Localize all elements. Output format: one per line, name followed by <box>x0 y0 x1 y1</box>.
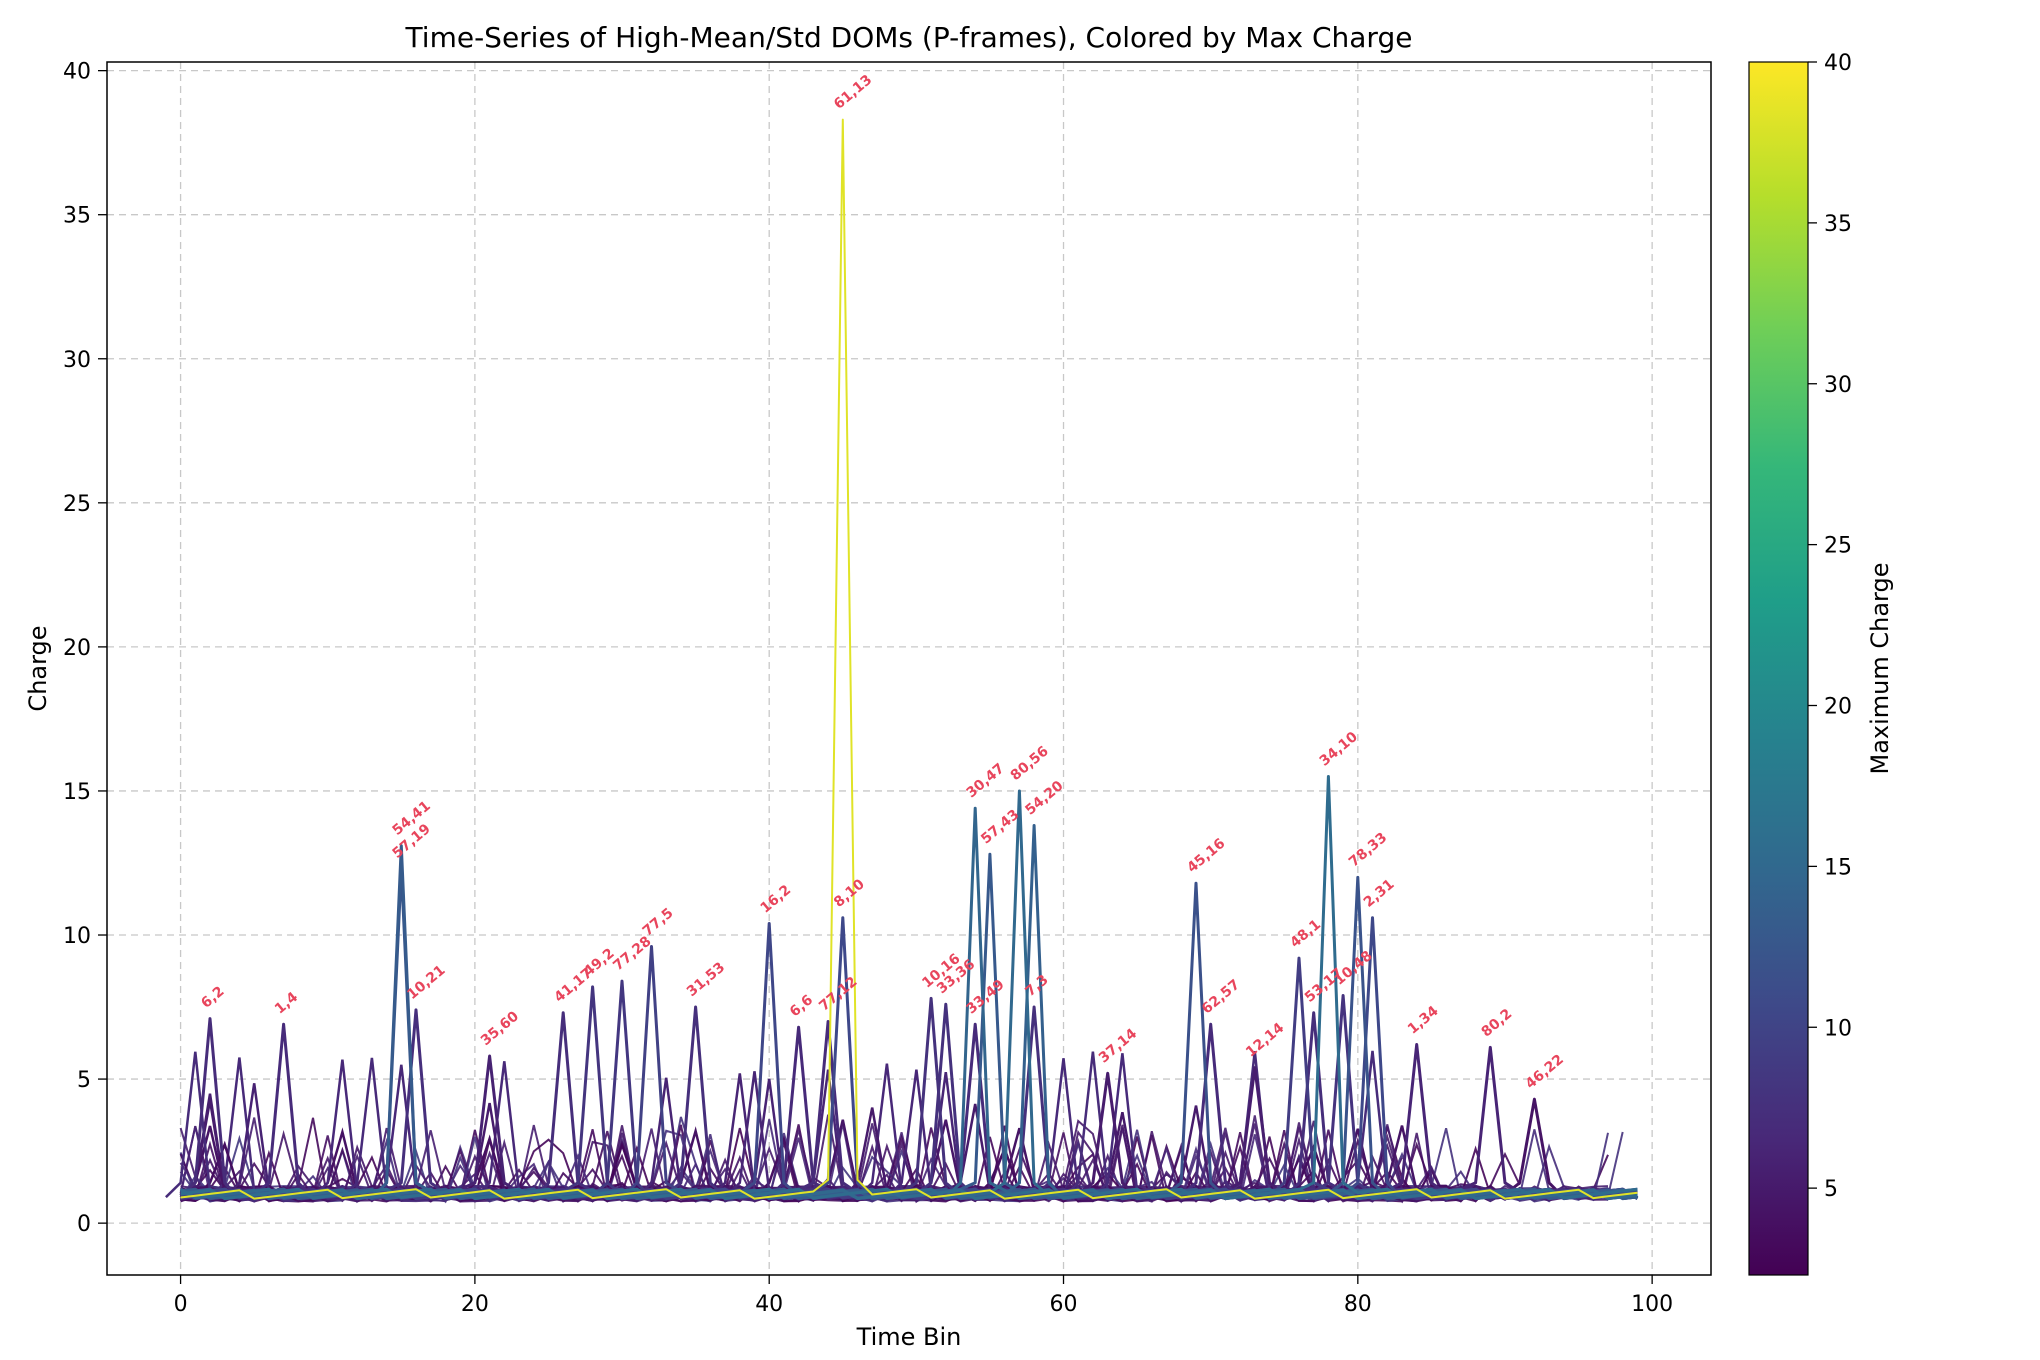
peak-annotation: 1,34 <box>1405 1003 1442 1038</box>
series-line <box>180 844 1638 1201</box>
plot-frame <box>106 61 1712 1276</box>
y-tick-label: 35 <box>63 204 91 229</box>
peak-annotation: 37,14 <box>1096 1025 1140 1066</box>
peak-annotation: 31,53 <box>684 959 728 1000</box>
colorbar-label: Maximum Charge <box>1866 562 1894 774</box>
colorbar-tick-label: 30 <box>1824 373 1852 398</box>
y-tick-label: 10 <box>63 924 91 949</box>
peak-annotation: 77,28 <box>610 933 654 974</box>
peak-annotation: 6,6 <box>787 992 816 1020</box>
colorbar-tick-label: 15 <box>1824 855 1852 880</box>
colorbar-tick-label: 5 <box>1824 1177 1838 1202</box>
peak-annotation: 78,33 <box>1346 830 1390 871</box>
peak-annotation: 48,1 <box>1287 917 1324 951</box>
peak-annotation: 34,10 <box>1317 729 1361 770</box>
y-tick-label: 5 <box>77 1068 91 1093</box>
peak-annotation: 2,31 <box>1361 876 1398 910</box>
y-tick-label: 40 <box>63 60 91 85</box>
peak-annotation: 35,60 <box>478 1008 522 1049</box>
peak-annotation: 80,56 <box>1008 743 1052 784</box>
y-tick-label: 0 <box>77 1212 91 1237</box>
peak-annotation: 16,2 <box>757 882 794 916</box>
colorbar-tick-label: 35 <box>1824 212 1852 237</box>
peak-annotation: 30,47 <box>964 761 1008 802</box>
chart-title: Time-Series of High-Mean/Std DOMs (P-fra… <box>405 21 1413 54</box>
peak-annotation: 62,57 <box>1199 977 1243 1018</box>
peak-annotation: 1,4 <box>272 989 301 1017</box>
peak-annotation: 10,21 <box>404 962 448 1003</box>
y-tick-label: 30 <box>63 348 91 373</box>
peak-annotation: 45,16 <box>1184 835 1228 876</box>
series-line <box>180 775 1638 1201</box>
peak-annotation: 6,2 <box>198 983 227 1011</box>
peak-annotation: 46,22 <box>1523 1052 1567 1093</box>
peak-annotation: 80,2 <box>1479 1006 1516 1040</box>
ticks-layer: 0 20 40 60 80 100 0 5 10 15 20 25 30 35 40 <box>63 60 1673 1317</box>
y-axis-label: Charge <box>24 625 52 711</box>
y-tick-label: 15 <box>63 780 91 805</box>
peak-annotation: 54,20 <box>1022 778 1066 819</box>
series-line <box>180 118 1638 1200</box>
series-layer <box>179 118 1639 1201</box>
x-tick-label: 60 <box>1050 1292 1078 1317</box>
background-lines-layer <box>165 1050 1624 1204</box>
x-tick-label: 40 <box>755 1292 783 1317</box>
colorbar-tick-label: 20 <box>1824 695 1852 720</box>
grid-layer <box>107 62 1711 1275</box>
peak-annotation: 61,13 <box>831 72 875 113</box>
peak-annotation: 57,43 <box>978 807 1022 848</box>
peak-annotation: 12,14 <box>1243 1020 1287 1061</box>
x-tick-label: 80 <box>1344 1292 1372 1317</box>
x-tick-label: 0 <box>174 1292 188 1317</box>
colorbar-tick-label: 40 <box>1824 51 1852 76</box>
x-tick-label: 100 <box>1631 1292 1673 1317</box>
colorbar-ticks: 5 10 15 20 25 30 35 40 <box>1808 51 1852 1202</box>
y-tick-label: 20 <box>63 636 91 661</box>
colorbar-tick-label: 25 <box>1824 534 1852 559</box>
colorbar-gradient <box>1748 61 1809 1276</box>
x-tick-label: 20 <box>461 1292 489 1317</box>
peak-annotation: 8,10 <box>831 876 868 911</box>
y-tick-label: 25 <box>63 492 91 517</box>
x-axis-label: Time Bin <box>856 1323 962 1351</box>
colorbar-tick-label: 10 <box>1824 1016 1852 1041</box>
colorbar: 5 10 15 20 25 30 35 40 Maximum Charge <box>1748 51 1894 1276</box>
